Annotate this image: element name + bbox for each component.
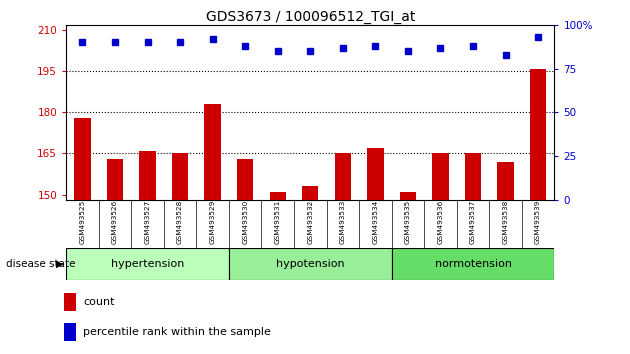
Bar bbox=[64, 323, 76, 341]
Text: hypotension: hypotension bbox=[276, 259, 345, 269]
Title: GDS3673 / 100096512_TGI_at: GDS3673 / 100096512_TGI_at bbox=[205, 10, 415, 24]
Bar bbox=[205, 104, 220, 200]
Bar bbox=[530, 69, 546, 200]
Text: GSM493530: GSM493530 bbox=[242, 199, 248, 244]
Text: count: count bbox=[83, 297, 115, 307]
Text: GSM493539: GSM493539 bbox=[535, 199, 541, 244]
Text: GSM493531: GSM493531 bbox=[275, 199, 281, 244]
Bar bbox=[229, 248, 392, 280]
Text: GSM493536: GSM493536 bbox=[437, 199, 444, 244]
Text: ▶: ▶ bbox=[55, 259, 63, 269]
Bar bbox=[172, 154, 188, 200]
Bar bbox=[302, 186, 318, 200]
Bar bbox=[367, 148, 384, 200]
Text: GSM493529: GSM493529 bbox=[210, 199, 215, 244]
Text: GSM493534: GSM493534 bbox=[372, 199, 379, 244]
Bar bbox=[400, 192, 416, 200]
Text: GSM493528: GSM493528 bbox=[177, 199, 183, 244]
Text: GSM493535: GSM493535 bbox=[405, 199, 411, 244]
Text: hypertension: hypertension bbox=[111, 259, 184, 269]
Bar bbox=[74, 118, 91, 200]
Bar bbox=[432, 154, 449, 200]
Bar bbox=[270, 192, 286, 200]
Bar bbox=[64, 293, 76, 311]
Text: GSM493525: GSM493525 bbox=[79, 199, 86, 244]
Text: GSM493537: GSM493537 bbox=[470, 199, 476, 244]
Text: percentile rank within the sample: percentile rank within the sample bbox=[83, 327, 271, 337]
Bar bbox=[465, 154, 481, 200]
Bar bbox=[66, 248, 229, 280]
Text: GSM493527: GSM493527 bbox=[144, 199, 151, 244]
Text: GSM493532: GSM493532 bbox=[307, 199, 313, 244]
Bar bbox=[237, 159, 253, 200]
Bar bbox=[139, 151, 156, 200]
Text: GSM493533: GSM493533 bbox=[340, 199, 346, 244]
Bar bbox=[498, 162, 513, 200]
Bar bbox=[335, 154, 351, 200]
Text: normotension: normotension bbox=[435, 259, 512, 269]
Bar bbox=[392, 248, 554, 280]
Bar bbox=[107, 159, 123, 200]
Text: disease state: disease state bbox=[6, 259, 76, 269]
Text: GSM493538: GSM493538 bbox=[503, 199, 508, 244]
Text: GSM493526: GSM493526 bbox=[112, 199, 118, 244]
